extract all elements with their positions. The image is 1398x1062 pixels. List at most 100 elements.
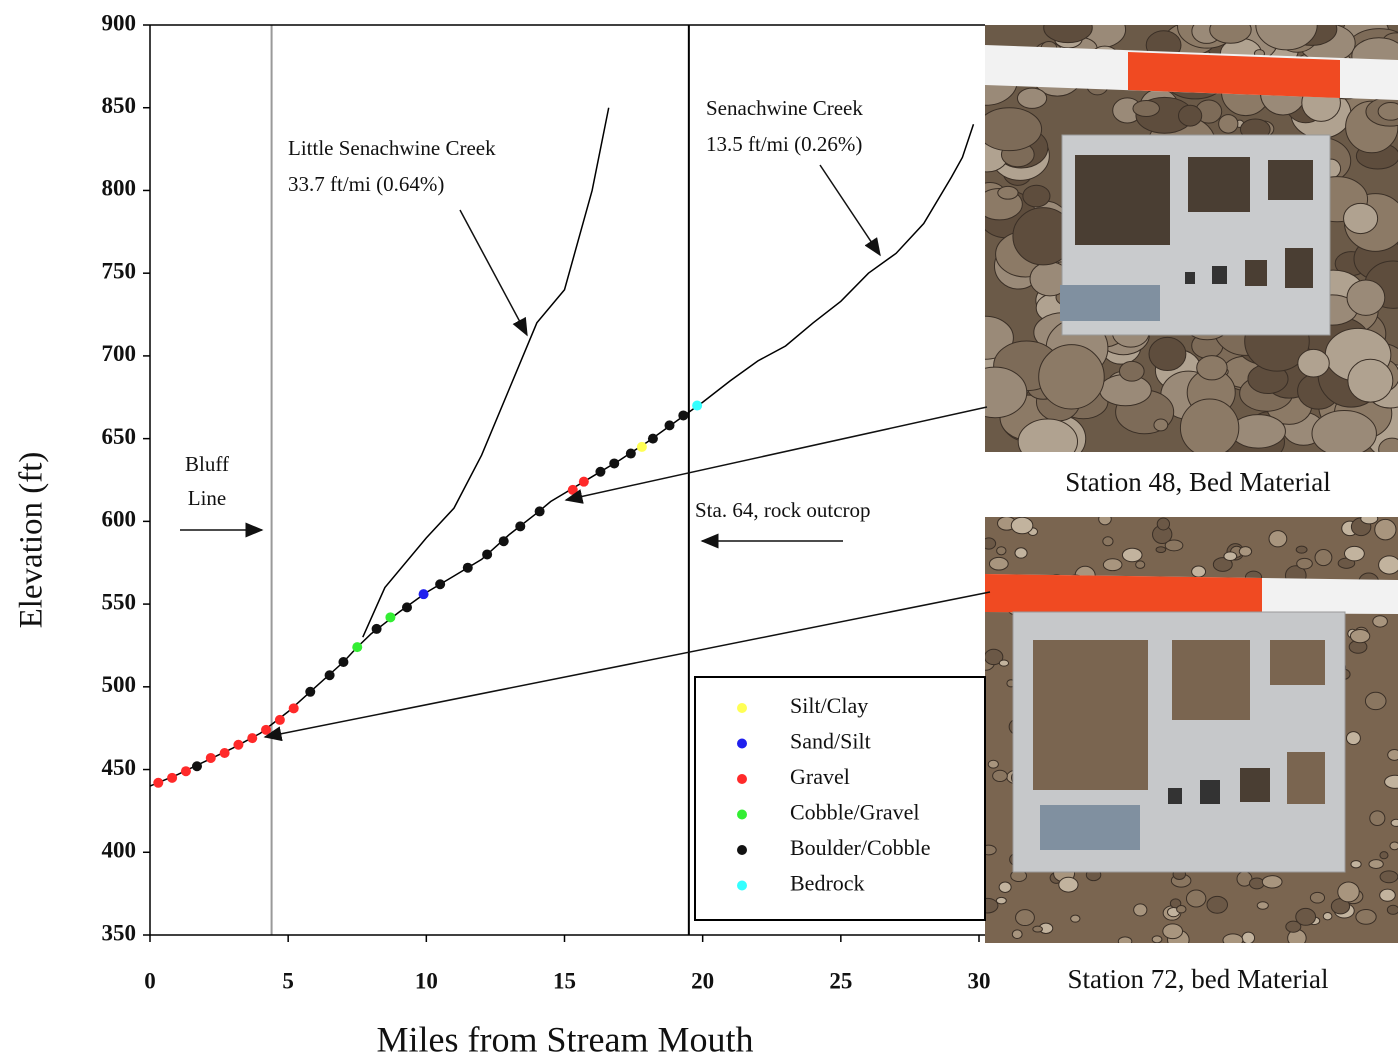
y-tick-label: 650: [102, 424, 137, 449]
annotation: Little Senachwine Creek: [288, 136, 496, 160]
rock: [1177, 905, 1186, 912]
rock: [1296, 546, 1307, 553]
annotation: 33.7 ft/mi (0.64%): [288, 172, 444, 196]
rock: [1269, 531, 1287, 547]
x-tick-label: 30: [968, 968, 991, 993]
legend-label: Sand/Silt: [790, 729, 871, 754]
rock: [1165, 540, 1183, 551]
rock: [1207, 896, 1228, 913]
rock: [1023, 185, 1050, 207]
annotation: 13.5 ft/mi (0.26%): [706, 132, 862, 156]
rock: [977, 108, 1041, 151]
y-tick-label: 500: [102, 672, 137, 697]
rock: [1192, 566, 1206, 577]
material-point: [568, 485, 578, 495]
rock: [1315, 549, 1332, 565]
material-point: [385, 612, 395, 622]
rock: [1262, 876, 1282, 888]
material-point: [609, 458, 619, 468]
annotation: Bluff: [185, 452, 229, 476]
rock: [1380, 852, 1388, 859]
rock: [1370, 811, 1385, 826]
y-tick-label: 800: [102, 176, 137, 201]
material-point: [325, 670, 335, 680]
x-tick-label: 15: [553, 968, 576, 993]
rock: [996, 897, 1006, 903]
y-tick-label: 900: [102, 10, 137, 35]
rock: [1257, 902, 1268, 909]
rock: [1071, 915, 1080, 922]
rock: [1149, 337, 1186, 370]
legend-marker: [737, 774, 747, 784]
rock: [1133, 101, 1160, 117]
material-point: [338, 657, 348, 667]
x-tick-label: 0: [144, 968, 156, 993]
rock: [1391, 819, 1398, 826]
rock: [1242, 932, 1254, 944]
material-point: [463, 563, 473, 573]
rock: [999, 660, 1008, 666]
x-tick-label: 10: [415, 968, 438, 993]
rock: [1231, 415, 1285, 449]
material-point: [233, 740, 243, 750]
rock: [1239, 547, 1251, 557]
material-point: [419, 589, 429, 599]
y-tick-label: 750: [102, 258, 137, 283]
rock: [1119, 361, 1144, 381]
material-point: [637, 442, 647, 452]
material-point: [678, 410, 688, 420]
material-point: [261, 725, 271, 735]
rock: [1361, 513, 1378, 523]
y-tick-label: 700: [102, 341, 137, 366]
rock: [1350, 630, 1369, 643]
rock: [1180, 399, 1238, 457]
legend-label: Boulder/Cobble: [790, 835, 931, 860]
rock: [988, 760, 998, 768]
material-point: [482, 549, 492, 559]
rock: [1298, 349, 1329, 377]
rock: [1103, 537, 1113, 546]
rock: [1219, 115, 1238, 133]
gauge-plate: [1013, 612, 1345, 872]
legend-label: Gravel: [790, 764, 850, 789]
rock: [1338, 882, 1359, 902]
y-tick-label: 850: [102, 93, 137, 118]
rock: [1249, 878, 1264, 889]
material-point: [372, 624, 382, 634]
rock: [999, 882, 1011, 893]
rock: [1136, 561, 1145, 569]
rock: [1012, 930, 1022, 939]
legend-marker: [737, 810, 747, 820]
rock: [1152, 936, 1162, 943]
rock: [1379, 556, 1398, 574]
rock: [1310, 892, 1324, 903]
y-tick-label: 350: [102, 920, 137, 945]
rock: [1224, 552, 1237, 561]
x-tick-label: 25: [829, 968, 852, 993]
x-axis-label: Miles from Stream Mouth: [377, 1019, 754, 1059]
rock: [1163, 924, 1183, 939]
rock: [1296, 908, 1316, 925]
material-point: [665, 420, 675, 430]
rock: [1011, 517, 1033, 534]
y-tick-label: 450: [102, 755, 137, 780]
rock: [1347, 732, 1361, 745]
rock: [1380, 871, 1398, 883]
material-point: [247, 733, 257, 743]
rock: [1344, 203, 1378, 233]
legend-marker: [737, 881, 747, 891]
material-point: [402, 602, 412, 612]
material-point: [305, 687, 315, 697]
rock: [1044, 13, 1093, 43]
legend-marker: [737, 703, 747, 713]
rock: [1059, 877, 1078, 892]
rock: [1373, 616, 1388, 627]
rock: [1103, 559, 1122, 571]
material-point: [648, 434, 658, 444]
legend-label: Cobble/Gravel: [790, 800, 920, 825]
material-point: [435, 579, 445, 589]
material-point: [181, 766, 191, 776]
rock: [1157, 518, 1169, 530]
y-tick-label: 600: [102, 507, 137, 532]
rock: [1297, 558, 1313, 569]
